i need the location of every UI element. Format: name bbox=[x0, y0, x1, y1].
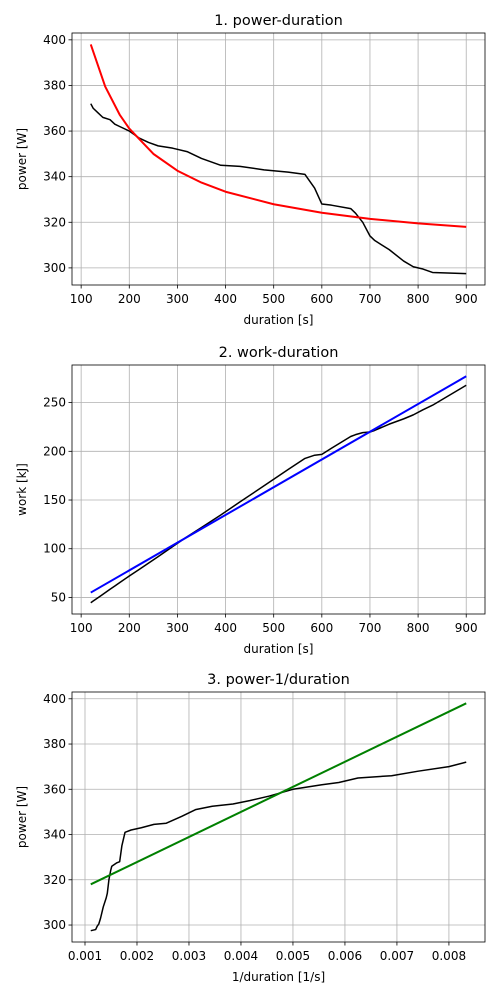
x-tick-label: 500 bbox=[262, 621, 285, 635]
x-tick-label: 900 bbox=[455, 621, 478, 635]
x-tick-label: 800 bbox=[407, 621, 430, 635]
x-tick-label: 200 bbox=[118, 292, 141, 306]
x-axis-label: duration [s] bbox=[244, 642, 314, 656]
line bbox=[90, 761, 467, 932]
y-tick-label: 320 bbox=[43, 215, 66, 229]
line bbox=[90, 375, 467, 594]
x-tick-label: 100 bbox=[70, 621, 93, 635]
y-axis-label: work [kJ] bbox=[15, 463, 29, 516]
x-tick-label: 0.001 bbox=[68, 949, 102, 963]
y-tick-label: 200 bbox=[43, 444, 66, 458]
x-tick-label: 400 bbox=[214, 621, 237, 635]
plot-frame bbox=[71, 364, 486, 615]
x-tick-label: 600 bbox=[310, 292, 333, 306]
x-tick-label: 0.005 bbox=[276, 949, 310, 963]
x-tick-label: 200 bbox=[118, 621, 141, 635]
y-tick-label: 360 bbox=[43, 782, 66, 796]
x-tick-label: 0.002 bbox=[120, 949, 154, 963]
y-axis-label: power [W] bbox=[15, 128, 29, 190]
x-tick-label: 600 bbox=[310, 621, 333, 635]
chart-title: 3. power-1/duration bbox=[207, 672, 350, 688]
x-tick-label: 0.003 bbox=[172, 949, 206, 963]
x-tick-label: 700 bbox=[359, 621, 382, 635]
y-tick-label: 50 bbox=[51, 590, 66, 604]
x-tick-label: 700 bbox=[359, 292, 382, 306]
x-tick-label: 800 bbox=[407, 292, 430, 306]
x-tick-label: 0.006 bbox=[328, 949, 362, 963]
chart-title: 1. power-duration bbox=[214, 13, 343, 29]
x-axis-label: 1/duration [1/s] bbox=[232, 970, 325, 984]
y-tick-label: 300 bbox=[43, 261, 66, 275]
y-tick-label: 340 bbox=[43, 170, 66, 184]
line bbox=[90, 384, 467, 604]
y-tick-label: 150 bbox=[43, 493, 66, 507]
chart-title: 2. work-duration bbox=[219, 345, 339, 361]
x-tick-label: 400 bbox=[214, 292, 237, 306]
y-tick-label: 100 bbox=[43, 542, 66, 556]
y-tick-label: 380 bbox=[43, 737, 66, 751]
x-tick-label: 500 bbox=[262, 292, 285, 306]
plot-frame bbox=[71, 691, 486, 943]
line bbox=[90, 103, 467, 275]
x-tick-label: 300 bbox=[166, 292, 189, 306]
x-tick-label: 0.008 bbox=[432, 949, 466, 963]
x-tick-label: 900 bbox=[455, 292, 478, 306]
plot-frame bbox=[71, 32, 486, 286]
x-tick-label: 100 bbox=[70, 292, 93, 306]
x-tick-label: 0.007 bbox=[380, 949, 414, 963]
y-tick-label: 340 bbox=[43, 828, 66, 842]
line bbox=[90, 702, 467, 886]
y-tick-label: 400 bbox=[43, 33, 66, 47]
y-tick-label: 400 bbox=[43, 692, 66, 706]
y-tick-label: 380 bbox=[43, 78, 66, 92]
y-tick-label: 250 bbox=[43, 396, 66, 410]
x-tick-label: 300 bbox=[166, 621, 189, 635]
x-axis-label: duration [s] bbox=[244, 313, 314, 327]
line bbox=[89, 44, 467, 228]
y-tick-label: 300 bbox=[43, 918, 66, 932]
x-tick-label: 0.004 bbox=[224, 949, 258, 963]
y-tick-label: 360 bbox=[43, 124, 66, 138]
y-axis-label: power [W] bbox=[15, 786, 29, 848]
y-tick-label: 320 bbox=[43, 873, 66, 887]
